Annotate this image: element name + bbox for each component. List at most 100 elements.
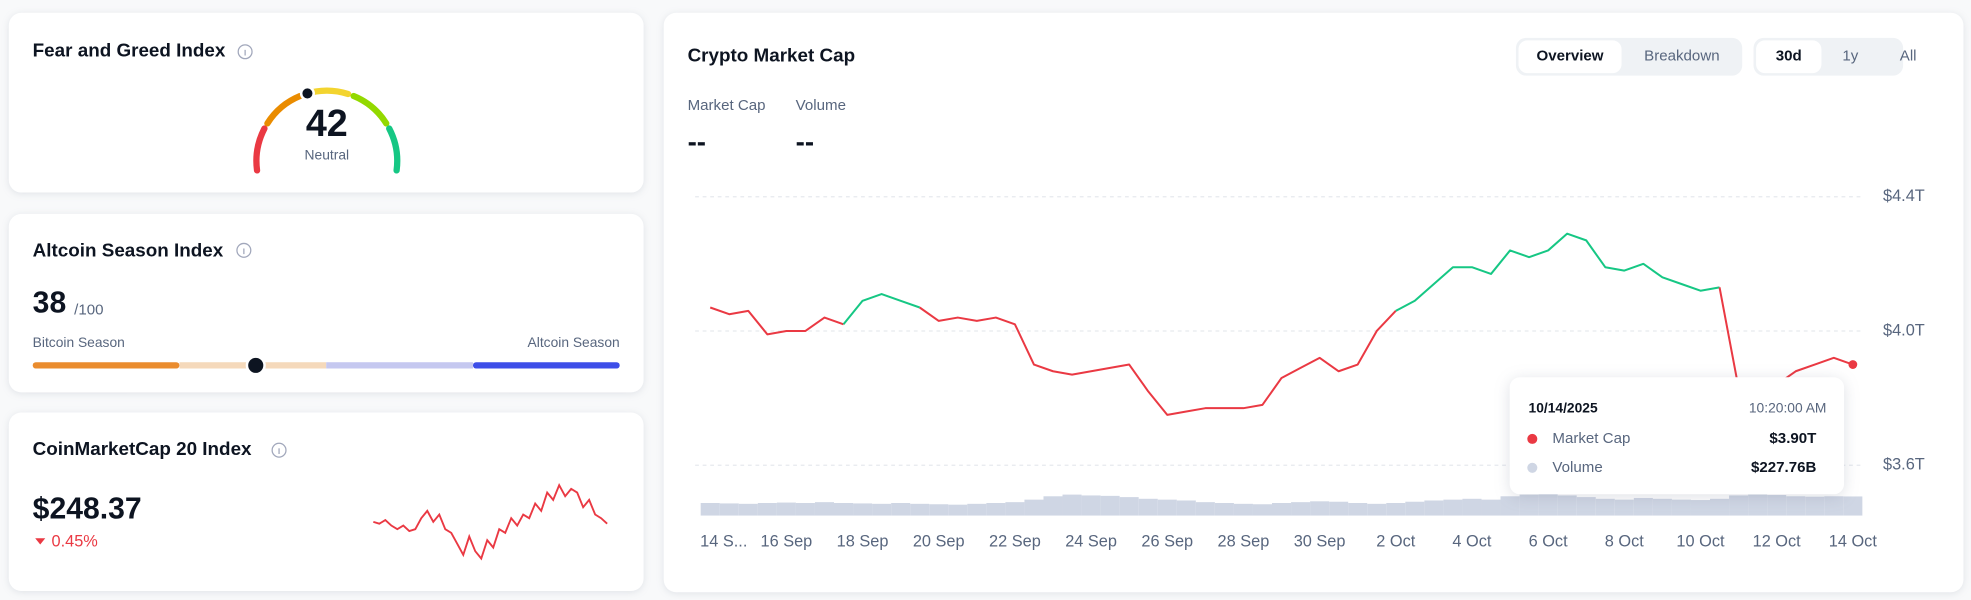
- range-option[interactable]: All: [1900, 48, 1917, 65]
- volume-bar: [1119, 497, 1139, 516]
- volume-bar: [967, 503, 987, 516]
- volume-bar: [1748, 494, 1768, 516]
- volume-bar: [910, 503, 930, 516]
- volume-bar: [1710, 498, 1730, 516]
- volume-bar: [853, 503, 873, 516]
- volume-bar: [1024, 499, 1044, 516]
- index-value: 38: [33, 286, 67, 319]
- volume-bar: [1100, 495, 1120, 516]
- x-tick-label: 6 Oct: [1529, 532, 1568, 550]
- volume-bar: [1652, 498, 1672, 516]
- volume-bar: [929, 504, 949, 516]
- tab[interactable]: Breakdown: [1644, 48, 1719, 65]
- info-icon[interactable]: [237, 44, 253, 60]
- volume-bar: [1519, 494, 1539, 516]
- tooltip-dot: [1527, 433, 1538, 444]
- volume-bar: [776, 502, 796, 516]
- volume-bar: [1329, 501, 1349, 516]
- volume-bar: [1386, 502, 1406, 516]
- volume-bar: [757, 502, 777, 516]
- info-icon[interactable]: [271, 442, 287, 458]
- volume-bar: [1005, 502, 1025, 516]
- volume-bar: [1462, 498, 1482, 516]
- volume-bar: [1538, 494, 1558, 516]
- tooltip-value: $227.76B: [1751, 459, 1817, 476]
- gauge-value: 42: [306, 102, 348, 144]
- volume-bar: [1062, 494, 1082, 516]
- tooltip-box: [1509, 377, 1845, 495]
- volume-bar: [1767, 495, 1787, 516]
- volume-bar: [872, 503, 892, 516]
- tooltip-date: 10/14/2025: [1529, 399, 1598, 415]
- stat-label: Market Cap: [688, 97, 766, 114]
- scale-label: Bitcoin Season: [33, 334, 125, 350]
- x-tick-label: 30 Sep: [1294, 532, 1346, 550]
- x-tick-label: 24 Sep: [1065, 532, 1117, 550]
- tooltip-time: 10:20:00 AM: [1749, 399, 1827, 415]
- x-tick-label: 14 S...: [700, 532, 747, 550]
- content: 42 Neutral 38/100 Bitcoin Season Altcoin Sea…: [32, 37, 1925, 561]
- x-tick-label: 18 Sep: [837, 532, 889, 550]
- volume-bar: [1576, 497, 1596, 516]
- volume-bar: [1805, 496, 1825, 516]
- volume-bar: [814, 502, 834, 516]
- x-tick-label: 16 Sep: [761, 532, 813, 550]
- gauge-segment: [386, 125, 401, 174]
- volume-bar: [719, 503, 739, 516]
- x-tick-label: 2 Oct: [1376, 532, 1415, 550]
- price-line: [842, 293, 921, 325]
- volume-bar: [1405, 501, 1425, 516]
- volume-bar: [1690, 500, 1711, 516]
- volume-bar: [948, 504, 968, 516]
- tooltip-dot: [1527, 462, 1538, 473]
- price-line: [1395, 232, 1720, 312]
- volume-bar: [1310, 501, 1330, 516]
- tab[interactable]: Overview: [1536, 48, 1603, 65]
- volume-bar: [1614, 499, 1634, 516]
- scale-segment: [472, 362, 620, 369]
- volume-bar: [1824, 496, 1844, 516]
- volume-bar: [1195, 502, 1215, 516]
- volume-bar: [1272, 502, 1292, 516]
- stat-label: Volume: [796, 97, 846, 114]
- card-title: Altcoin Season Index: [33, 240, 224, 261]
- altcoin-card: [8, 213, 644, 393]
- volume-bar: [1252, 504, 1273, 516]
- volume-bar: [1138, 498, 1158, 516]
- scale-label: Altcoin Season: [528, 334, 620, 350]
- gauge-label: Neutral: [305, 147, 350, 163]
- volume-bar: [891, 502, 911, 516]
- volume-bar: [1157, 499, 1177, 516]
- volume-bar: [1671, 499, 1691, 516]
- x-tick-label: 28 Sep: [1218, 532, 1270, 550]
- y-tick-label: $4.0T: [1883, 321, 1925, 339]
- x-tick-label: 8 Oct: [1605, 532, 1644, 550]
- scale-segment: [32, 362, 180, 369]
- info-icon[interactable]: [236, 242, 252, 258]
- volume-bar: [1443, 499, 1463, 516]
- x-tick-label: 22 Sep: [989, 532, 1041, 550]
- volume-bar: [1843, 496, 1863, 516]
- scale-segment: [326, 362, 473, 369]
- range-active: [1756, 40, 1822, 74]
- tab-active: [1518, 40, 1622, 74]
- x-tick-label: 4 Oct: [1452, 532, 1491, 550]
- stat-value: --: [796, 126, 814, 157]
- volume-bar: [986, 502, 1006, 516]
- volume-bar: [1043, 496, 1063, 516]
- range-option[interactable]: 30d: [1776, 48, 1802, 65]
- volume-bar: [1176, 500, 1196, 516]
- tooltip-value: $3.90T: [1769, 430, 1817, 447]
- y-tick-label: $4.4T: [1883, 187, 1925, 205]
- card-title: CoinMarketCap 20 Index: [33, 438, 252, 459]
- volume-bar: [1500, 496, 1520, 516]
- volume-bar: [1081, 495, 1101, 516]
- x-tick-label: 14 Oct: [1829, 532, 1878, 550]
- x-tick-label: 26 Sep: [1141, 532, 1193, 550]
- volume-bar: [700, 502, 720, 516]
- x-tick-label: 20 Sep: [913, 532, 965, 550]
- scale-pointer: [245, 355, 266, 376]
- range-option[interactable]: 1y: [1842, 48, 1858, 65]
- sparkline: [373, 483, 608, 561]
